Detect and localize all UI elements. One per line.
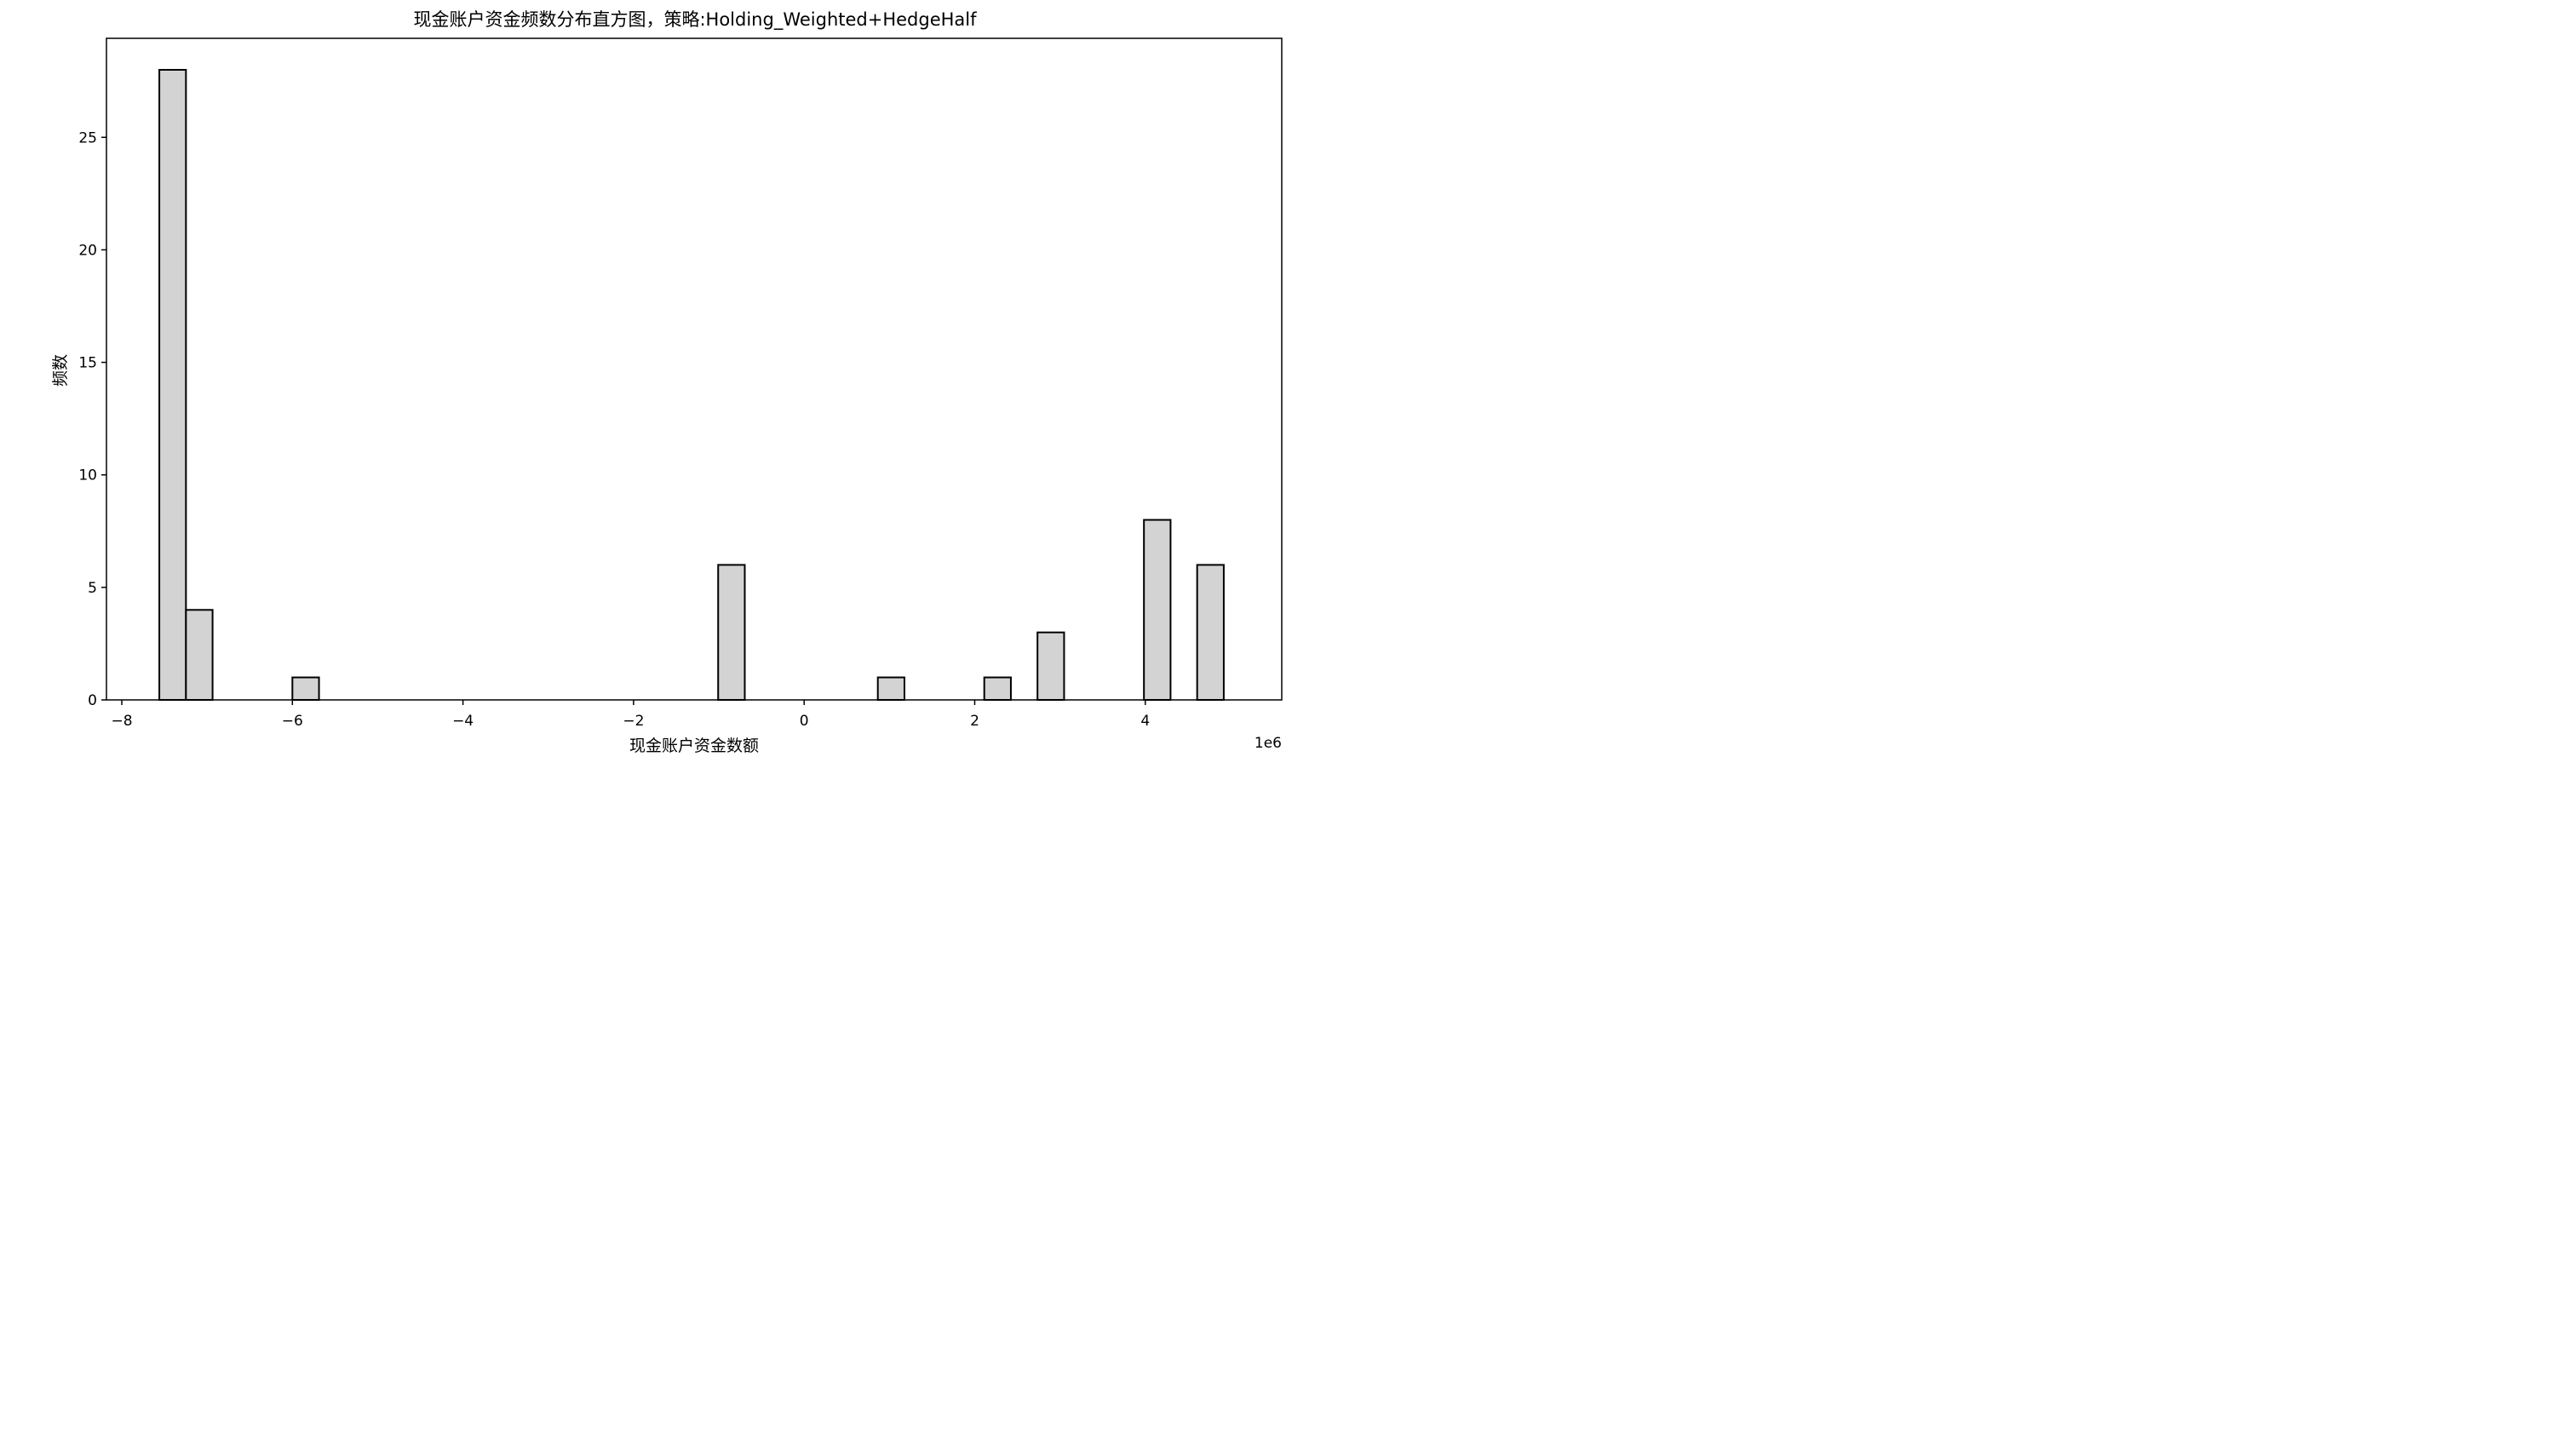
y-tick-label: 10 — [78, 467, 97, 484]
x-tick-label: −8 — [111, 713, 132, 730]
x-tick-label: 0 — [800, 713, 809, 730]
histogram-bar — [185, 609, 214, 701]
y-tick-label: 5 — [88, 580, 97, 597]
x-tick-label: 4 — [1140, 713, 1150, 730]
y-tick-label: 20 — [78, 242, 97, 259]
y-axis-ticks: 0 5 10 15 20 25 — [78, 129, 106, 709]
x-tick-label: −2 — [623, 713, 644, 730]
y-tick-label: 25 — [78, 129, 97, 146]
histogram-bar — [291, 676, 320, 702]
y-tick-label: 0 — [88, 692, 97, 709]
bars-group — [158, 69, 1225, 702]
histogram-bar — [876, 676, 905, 702]
histogram-bar — [158, 69, 187, 701]
histogram-bar — [1036, 631, 1065, 702]
histogram-bar — [1196, 564, 1225, 701]
x-tick-label: −4 — [452, 713, 474, 730]
histogram-bar — [1143, 519, 1172, 701]
chart-title: 现金账户资金频数分布直方图，策略:Holding_Weighted+HedgeH… — [413, 9, 977, 31]
x-axis-offset-label: 1e6 — [1255, 735, 1282, 752]
plot-area-frame — [106, 37, 1283, 701]
x-axis-ticks: −8 −6 −4 −2 0 2 4 — [111, 700, 1150, 730]
histogram-chart: 现金账户资金频数分布直方图，策略:Holding_Weighted+HedgeH… — [51, 9, 1283, 754]
y-axis-label: 频数 — [51, 354, 70, 387]
histogram-bar — [717, 564, 746, 701]
x-axis-label: 现金账户资金数额 — [629, 737, 759, 754]
y-tick-label: 15 — [78, 355, 97, 372]
x-tick-label: −6 — [282, 713, 303, 730]
histogram-bar — [983, 676, 1012, 702]
x-tick-label: 2 — [970, 713, 979, 730]
